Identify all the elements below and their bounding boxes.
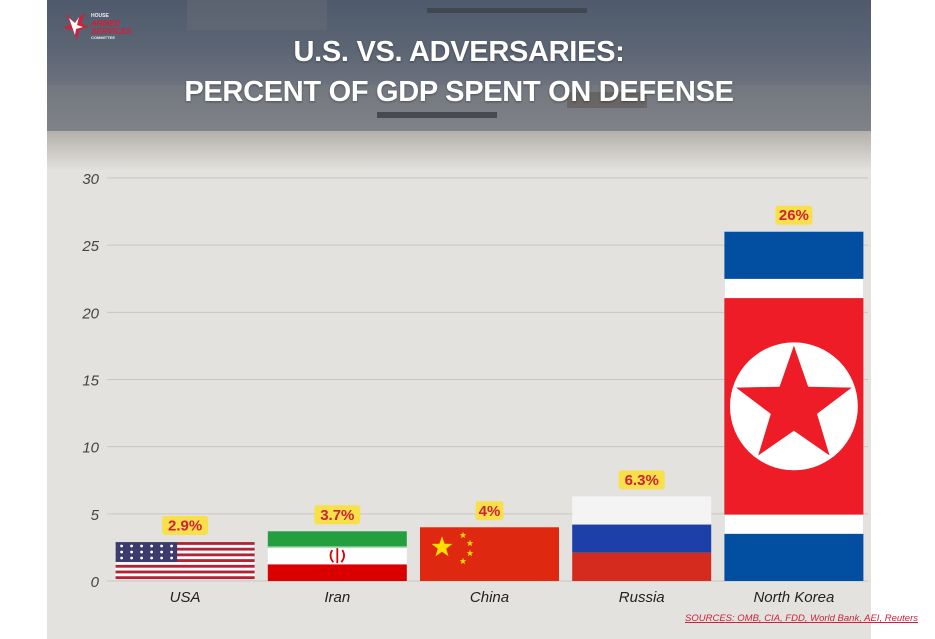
logo-services-text: SERVICES <box>91 27 132 36</box>
header-banner: HOUSE ARMED SERVICES COMMITTEE U.S. VS. … <box>47 0 871 131</box>
svg-text:3.7%: 3.7% <box>320 507 354 524</box>
y-tick-label: 25 <box>81 238 99 255</box>
y-tick-label: 15 <box>82 373 99 390</box>
y-tick-label: 30 <box>82 171 99 188</box>
svg-text:26%: 26% <box>779 207 809 224</box>
data-labels: 2.9% 3.7% 4% 6.3% 26% <box>162 205 813 536</box>
bars <box>115 231 864 581</box>
y-tick-label: 0 <box>91 574 100 591</box>
title-line-2: PERCENT OF GDP SPENT ON DEFENSE <box>184 76 734 108</box>
y-axis-ticks: 0 5 10 15 20 25 30 <box>81 171 99 591</box>
bar-iran <box>267 531 407 581</box>
banner-shadow <box>47 131 871 171</box>
bar-russia <box>572 496 712 581</box>
data-label-iran: 3.7% <box>314 505 361 525</box>
x-tick-label-iran: Iran <box>324 589 350 606</box>
data-label-north-korea: 26% <box>775 205 813 225</box>
y-tick-label: 10 <box>82 440 99 457</box>
x-tick-label-russia: Russia <box>619 589 665 606</box>
logo-committee-text: COMMITTEE <box>91 35 115 40</box>
logo-armed-text: ARMED <box>91 19 121 28</box>
svg-text:4%: 4% <box>479 503 501 520</box>
sources-link[interactable]: SOURCES: OMB, CIA, FDD, World Bank, AEI,… <box>685 613 918 624</box>
x-tick-label-north-korea: North Korea <box>753 589 834 606</box>
eagle-logo-icon <box>63 12 89 40</box>
committee-logo: HOUSE ARMED SERVICES COMMITTEE <box>61 8 181 42</box>
x-axis-ticks: USA Iran China Russia North Korea <box>170 589 835 606</box>
logo-house-text: HOUSE <box>91 13 109 19</box>
svg-text:2.9%: 2.9% <box>168 518 202 535</box>
bar-usa <box>115 542 255 581</box>
data-label-usa: 2.9% <box>162 516 209 536</box>
bar-china <box>420 527 559 581</box>
bar-north-korea <box>724 231 864 581</box>
x-tick-label-usa: USA <box>170 589 201 606</box>
y-tick-label: 20 <box>81 305 99 322</box>
y-tick-label: 5 <box>91 507 100 524</box>
banner-texture <box>47 0 871 131</box>
title-line-1: U.S. VS. ADVERSARIES: <box>293 36 625 68</box>
data-label-russia: 6.3% <box>618 470 665 490</box>
data-label-china: 4% <box>475 501 504 521</box>
x-tick-label-china: China <box>470 589 509 606</box>
svg-text:6.3%: 6.3% <box>625 472 659 489</box>
